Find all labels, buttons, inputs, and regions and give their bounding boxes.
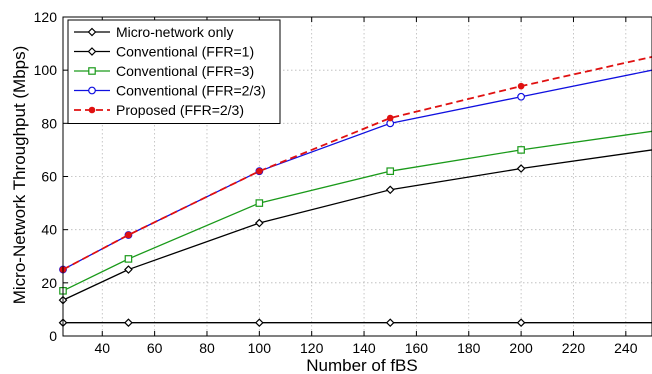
- legend-entry: Conventional (FFR=3): [74, 63, 254, 79]
- legend-label: Conventional (FFR=3): [116, 63, 254, 79]
- y-tick-label: 20: [41, 275, 57, 291]
- series-2: [58, 149, 652, 305]
- legend-box: [67, 19, 281, 124]
- y-tick-label: 80: [41, 115, 57, 131]
- diamond-marker: [124, 318, 133, 328]
- legend: Micro-network only Conventional (FFR=1) Co…: [67, 19, 281, 124]
- diamond-marker: [385, 318, 395, 328]
- legend-label: Micro-network only: [116, 24, 233, 40]
- x-tick-label: 40: [94, 340, 110, 356]
- x-tick-label: 100: [248, 340, 272, 356]
- series-line: [62, 130, 652, 292]
- dot-marker: [256, 167, 263, 175]
- y-tick-label: 60: [41, 169, 57, 185]
- dot-marker: [125, 231, 132, 239]
- y-axis-label: Micro-Network Throughput (Mbps): [10, 46, 29, 305]
- x-tick-label: 80: [199, 340, 215, 356]
- circle-marker: [88, 86, 96, 95]
- square-marker: [88, 67, 96, 75]
- legend-label: Conventional (FFR=1): [116, 44, 254, 60]
- diamond-marker: [254, 218, 264, 228]
- y-tick-label: 0: [49, 328, 57, 344]
- legend-label: Proposed (FFR=2/3): [116, 102, 244, 118]
- y-tick-label: 120: [34, 9, 58, 25]
- series-lines: [58, 56, 652, 328]
- square-marker: [386, 167, 395, 175]
- series-line: [62, 149, 652, 301]
- legend-label: Conventional (FFR=2/3): [116, 83, 266, 99]
- y-tick-label: 100: [34, 62, 58, 78]
- diamond-marker: [124, 265, 133, 274]
- series-3: [59, 130, 652, 295]
- dot-marker: [386, 114, 394, 122]
- x-tick-label: 120: [300, 340, 324, 356]
- axes: 40 60 80 100 120 140 160 180 200 220 240 0 20 40 60 80 1…: [34, 9, 652, 356]
- diamond-marker: [87, 27, 97, 37]
- circle-marker: [517, 92, 526, 101]
- square-marker: [255, 199, 264, 207]
- square-marker: [517, 146, 525, 154]
- x-tick-label: 200: [509, 340, 533, 356]
- legend-entry: Micro-network only: [74, 24, 233, 40]
- legend-entry: Conventional (FFR=1): [74, 44, 254, 60]
- x-tick-label: 140: [352, 340, 376, 356]
- series-line: [62, 56, 652, 271]
- diamond-marker: [87, 47, 97, 56]
- x-tick-label: 240: [614, 340, 638, 356]
- series-5: [59, 56, 652, 273]
- x-tick-label: 160: [405, 340, 429, 356]
- diamond-marker: [516, 164, 526, 173]
- diamond-marker: [385, 185, 395, 195]
- legend-entry: Conventional (FFR=2/3): [74, 83, 266, 99]
- x-axis-label: Number of fBS: [306, 356, 418, 374]
- series-1: [58, 318, 652, 328]
- dot-marker: [88, 106, 96, 114]
- dot-marker: [517, 82, 525, 90]
- diamond-marker: [254, 318, 264, 328]
- legend-entry: Proposed (FFR=2/3): [74, 102, 244, 118]
- x-tick-label: 180: [457, 340, 481, 356]
- x-tick-label: 220: [562, 340, 586, 356]
- y-tick-label: 40: [41, 222, 57, 238]
- diamond-marker: [516, 318, 526, 328]
- x-tick-label: 60: [147, 340, 163, 356]
- square-marker: [124, 255, 133, 263]
